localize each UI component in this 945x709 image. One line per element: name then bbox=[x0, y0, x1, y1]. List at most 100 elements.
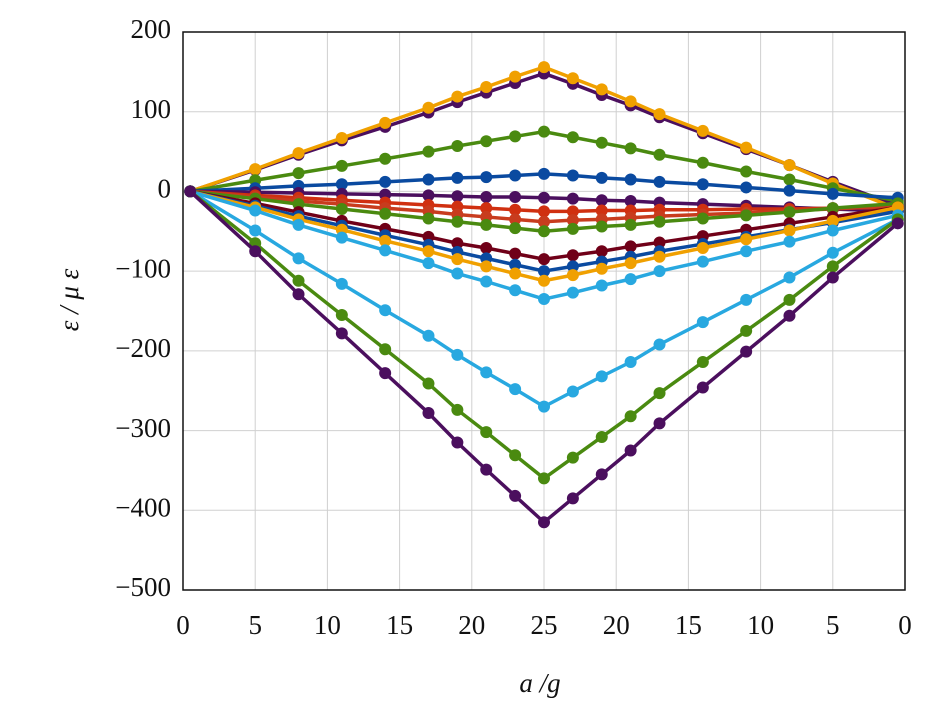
data-point bbox=[538, 125, 550, 138]
x-tick-label: 0 bbox=[898, 610, 912, 640]
data-point bbox=[249, 224, 262, 237]
data-point bbox=[422, 257, 435, 270]
data-point bbox=[566, 260, 579, 273]
data-point bbox=[422, 145, 435, 158]
data-point bbox=[379, 207, 392, 220]
data-point bbox=[740, 233, 753, 246]
data-point bbox=[566, 269, 579, 282]
x-tick-label: 5 bbox=[826, 610, 840, 640]
x-tick-label: 15 bbox=[675, 610, 702, 640]
data-point bbox=[509, 258, 522, 271]
x-tick-label: 10 bbox=[747, 610, 774, 640]
data-point bbox=[379, 116, 392, 129]
data-point bbox=[624, 444, 637, 457]
data-point bbox=[740, 345, 753, 358]
x-tick-label: 20 bbox=[458, 610, 485, 640]
data-point bbox=[422, 245, 435, 258]
data-point bbox=[740, 245, 753, 258]
data-point bbox=[740, 324, 753, 337]
data-point bbox=[379, 367, 392, 380]
data-point bbox=[595, 220, 608, 233]
data-point bbox=[292, 288, 305, 301]
data-point bbox=[509, 169, 522, 182]
data-point bbox=[480, 202, 493, 215]
data-point bbox=[480, 171, 493, 184]
data-point bbox=[696, 255, 709, 268]
data-point bbox=[451, 139, 464, 152]
data-point bbox=[566, 385, 579, 398]
data-point bbox=[566, 451, 579, 464]
data-point bbox=[292, 218, 305, 231]
data-point bbox=[826, 224, 839, 237]
data-point bbox=[783, 206, 796, 219]
y-tick-label: 200 bbox=[131, 14, 172, 44]
data-point bbox=[826, 187, 839, 200]
data-point bbox=[653, 215, 666, 228]
data-point bbox=[740, 209, 753, 222]
data-point bbox=[740, 293, 753, 306]
data-point bbox=[696, 124, 709, 137]
data-point bbox=[335, 231, 348, 244]
data-point bbox=[653, 236, 666, 249]
data-point bbox=[826, 246, 839, 259]
data-point bbox=[595, 136, 608, 149]
data-point bbox=[538, 225, 550, 238]
data-point bbox=[595, 83, 608, 96]
data-point bbox=[509, 247, 522, 260]
data-point bbox=[480, 81, 493, 94]
data-point bbox=[509, 449, 522, 462]
data-point bbox=[624, 95, 637, 108]
data-point bbox=[624, 173, 637, 186]
data-point bbox=[653, 250, 666, 263]
data-point bbox=[826, 271, 839, 284]
x-tick-label: 20 bbox=[603, 610, 630, 640]
data-point bbox=[783, 184, 796, 197]
data-point bbox=[696, 381, 709, 394]
data-point bbox=[538, 516, 550, 529]
data-point bbox=[249, 163, 262, 176]
data-point bbox=[783, 235, 796, 248]
data-point bbox=[566, 249, 579, 262]
data-point bbox=[538, 293, 550, 306]
data-point bbox=[379, 175, 392, 188]
data-point bbox=[335, 327, 348, 340]
data-point bbox=[422, 377, 435, 390]
data-point bbox=[422, 101, 435, 114]
data-point bbox=[696, 156, 709, 169]
x-tick-label: 25 bbox=[531, 610, 558, 640]
y-tick-label: 0 bbox=[158, 174, 172, 204]
data-point bbox=[538, 472, 550, 485]
data-point bbox=[696, 242, 709, 255]
data-point bbox=[566, 492, 579, 505]
data-point bbox=[624, 142, 637, 155]
y-tick-label: −200 bbox=[115, 333, 171, 363]
data-point bbox=[783, 159, 796, 172]
data-point bbox=[379, 152, 392, 165]
data-point bbox=[783, 293, 796, 306]
data-point bbox=[595, 171, 608, 184]
data-point bbox=[184, 185, 197, 198]
data-point bbox=[292, 252, 305, 265]
data-point bbox=[595, 245, 608, 258]
data-point bbox=[509, 267, 522, 280]
data-point bbox=[595, 204, 608, 217]
data-point bbox=[696, 356, 709, 369]
data-point bbox=[538, 61, 550, 74]
data-point bbox=[891, 217, 904, 230]
y-tick-label: −400 bbox=[115, 492, 171, 522]
x-axis-label: a /g bbox=[519, 668, 560, 698]
data-point bbox=[566, 192, 579, 205]
data-point bbox=[480, 135, 493, 148]
data-point bbox=[379, 234, 392, 247]
data-point bbox=[595, 262, 608, 275]
y-tick-label: −100 bbox=[115, 253, 171, 283]
data-point bbox=[379, 244, 392, 257]
data-point bbox=[826, 214, 839, 227]
data-point bbox=[480, 463, 493, 476]
data-point bbox=[624, 218, 637, 231]
data-point bbox=[624, 257, 637, 270]
data-point bbox=[422, 212, 435, 225]
data-point bbox=[538, 253, 550, 266]
data-point bbox=[422, 329, 435, 342]
